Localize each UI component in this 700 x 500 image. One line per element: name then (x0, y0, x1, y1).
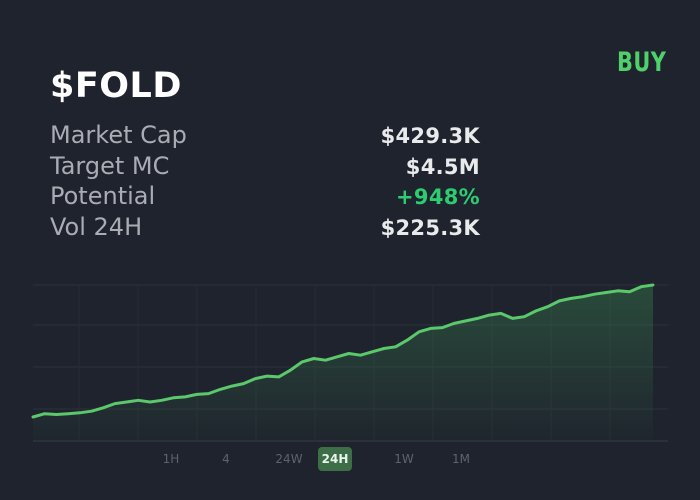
price-area-fill (33, 285, 653, 441)
stat-row-potential: Potential +948% (50, 182, 480, 213)
token-ticker: $FOLD (50, 66, 182, 106)
vol-24h-value: $225.3K (380, 215, 480, 240)
timeframe-1m[interactable]: 1M (452, 452, 470, 466)
target-mc-label: Target MC (50, 151, 170, 180)
stat-row-market-cap: Market Cap $429.3K (50, 121, 480, 152)
stat-row-vol-24h: Vol 24H $225.3K (50, 213, 480, 244)
vol-24h-label: Vol 24H (50, 212, 143, 241)
timeframe-4[interactable]: 4 (222, 452, 230, 466)
timeframe-24w[interactable]: 24W (275, 452, 303, 466)
market-cap-label: Market Cap (50, 121, 187, 149)
stats-table: Market Cap $429.3K Target MC $4.5M Poten… (50, 121, 480, 243)
buy-button[interactable]: BUY (616, 47, 666, 78)
stat-row-target-mc: Target MC $4.5M (50, 152, 480, 183)
potential-value: +948% (396, 185, 480, 209)
timeframe-24h[interactable]: 24H (318, 447, 352, 471)
target-mc-value: $4.5M (405, 154, 480, 179)
market-cap-value: $429.3K (380, 124, 480, 148)
timeframe-1w[interactable]: 1W (394, 452, 414, 466)
price-line (31, 283, 655, 419)
potential-label: Potential (50, 182, 156, 210)
timeframe-1h[interactable]: 1H (162, 452, 180, 466)
